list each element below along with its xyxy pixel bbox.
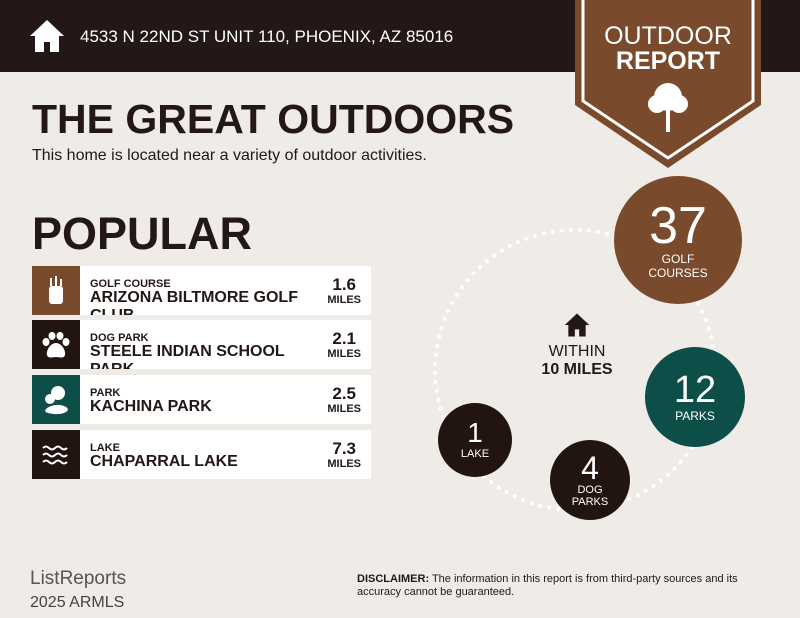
list-item: DOG PARK STEELE INDIAN SCHOOL PARK 2.1MI… — [32, 320, 371, 369]
dog-parks-count: 4 DOG PARKS — [550, 440, 630, 520]
item-distance: 1.6 MILES — [327, 275, 361, 307]
tree-icon — [648, 83, 688, 132]
listreports-logo: ListReports — [30, 568, 127, 589]
item-name: ARIZONA BILTMORE GOLF CLUB — [90, 289, 298, 315]
home-icon — [564, 313, 590, 337]
home-icon — [30, 20, 64, 52]
item-distance: 7.3 MILES — [327, 439, 361, 471]
item-name: STEELE INDIAN SCHOOL PARK — [90, 343, 285, 369]
trees-icon — [32, 375, 80, 424]
item-name: CHAPARRAL LAKE — [90, 453, 238, 470]
page-subtitle: This home is located near a variety of o… — [32, 147, 427, 164]
item-distance: 2.5 MILES — [327, 384, 361, 416]
golf-bag-icon — [32, 266, 80, 315]
badge-title: OUTDOOR REPORT — [604, 22, 732, 75]
property-address: 4533 N 22ND ST UNIT 110, PHOENIX, AZ 850… — [80, 27, 454, 46]
within-label: WITHIN 10 MILES — [527, 312, 627, 379]
waves-icon — [32, 430, 80, 479]
paw-icon — [32, 320, 80, 369]
golf-courses-count: 37 GOLF COURSES — [614, 176, 742, 304]
list-item: PARK KACHINA PARK 2.5 MILES — [32, 375, 371, 424]
item-distance: 2.1 MILES — [327, 329, 361, 361]
item-category: PARK — [90, 387, 121, 399]
item-category: GOLF COURSE — [90, 278, 171, 290]
outdoor-report-badge — [575, 0, 761, 168]
popular-heading: POPULAR — [32, 208, 253, 259]
page-title: THE GREAT OUTDOORS — [32, 96, 515, 142]
lake-count: 1 LAKE — [438, 403, 512, 477]
disclaimer: DISCLAIMER: The information in this repo… — [357, 573, 738, 598]
item-category: LAKE — [90, 442, 120, 454]
watermark: 2025 ARMLS — [30, 594, 125, 611]
parks-count: 12 PARKS — [645, 347, 745, 447]
item-category: DOG PARK — [90, 332, 149, 344]
list-item: LAKE CHAPARRAL LAKE 7.3 MILES — [32, 430, 371, 479]
item-name: KACHINA PARK — [90, 398, 212, 415]
list-item: GOLF COURSE ARIZONA BILTMORE GOLF CLUB 1… — [32, 266, 371, 315]
